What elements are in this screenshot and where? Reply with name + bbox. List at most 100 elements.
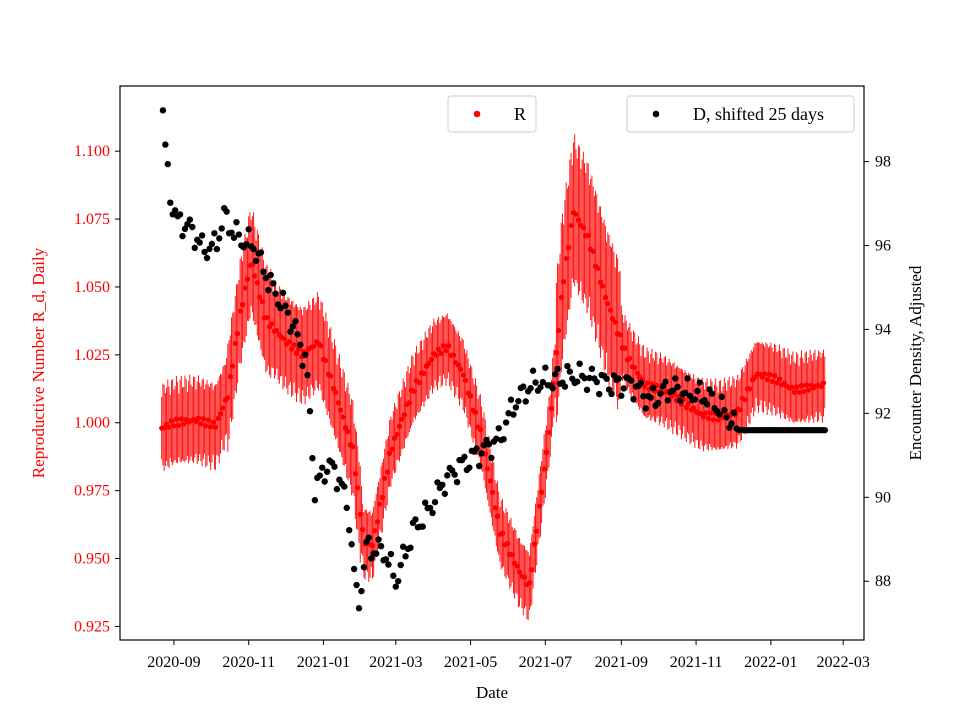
- d-point: [532, 379, 539, 386]
- legend-r-box: [447, 95, 537, 133]
- d-point: [426, 504, 434, 512]
- r-point: [585, 232, 591, 238]
- r-point: [205, 417, 211, 423]
- d-point: [647, 394, 654, 401]
- d-point: [488, 454, 495, 462]
- d-point: [230, 234, 238, 241]
- d-point: [292, 318, 299, 325]
- d-point: [186, 216, 194, 223]
- d-point: [301, 351, 309, 359]
- r-point: [472, 409, 479, 415]
- r-point: [181, 421, 187, 427]
- d-point: [203, 254, 211, 262]
- d-point: [331, 463, 338, 470]
- d-point: [346, 526, 353, 534]
- d-point: [554, 365, 561, 373]
- r-point: [215, 415, 221, 422]
- r-point: [541, 466, 547, 472]
- d-point: [395, 577, 402, 585]
- d-point: [649, 384, 657, 392]
- r-point: [374, 519, 380, 525]
- r-point: [244, 276, 251, 282]
- d-point: [279, 289, 287, 297]
- d-point: [485, 441, 493, 448]
- d-point: [566, 368, 574, 375]
- d-point: [294, 331, 301, 338]
- d-point: [630, 396, 637, 403]
- d-point: [385, 561, 392, 568]
- d-point: [520, 383, 527, 390]
- d-point: [549, 385, 556, 392]
- r-point: [490, 489, 496, 495]
- r-point: [382, 475, 388, 481]
- r-point: [705, 415, 711, 422]
- d-point: [662, 378, 669, 385]
- r-point: [641, 384, 648, 390]
- r-point: [225, 395, 231, 401]
- d-point: [586, 374, 593, 382]
- r-point: [742, 397, 748, 403]
- r-point: [487, 478, 493, 484]
- d-point: [260, 268, 267, 276]
- r-point: [210, 419, 216, 425]
- d-point: [684, 375, 691, 382]
- d-point: [319, 464, 326, 471]
- d-point: [164, 160, 172, 168]
- d-point: [507, 396, 515, 403]
- r-point: [747, 386, 753, 392]
- r-point: [406, 400, 412, 406]
- r-point: [806, 387, 812, 393]
- d-point: [176, 211, 184, 218]
- d-point: [179, 232, 186, 240]
- legend-r: R: [447, 95, 537, 133]
- d-point: [392, 583, 399, 590]
- d-point: [672, 375, 679, 382]
- d-point: [620, 385, 627, 392]
- r-point: [691, 405, 697, 411]
- d-point: [596, 390, 603, 398]
- d-point: [265, 286, 272, 294]
- d-point: [527, 385, 534, 392]
- d-point: [348, 541, 355, 548]
- r-point: [198, 421, 204, 427]
- r-point: [416, 380, 422, 386]
- x-tick-label: 2022-03: [816, 654, 869, 671]
- d-point: [191, 244, 198, 252]
- d-point: [375, 536, 382, 543]
- r-point: [715, 417, 721, 423]
- r-point: [686, 400, 692, 406]
- d-point: [218, 225, 225, 232]
- d-point: [581, 375, 588, 382]
- r-point: [335, 400, 341, 406]
- d-point: [159, 107, 167, 114]
- d-point: [708, 390, 716, 397]
- d-point: [206, 245, 213, 253]
- r-point: [239, 301, 246, 308]
- d-point: [434, 479, 441, 486]
- d-point: [387, 550, 395, 558]
- d-point: [615, 375, 623, 382]
- d-point: [316, 472, 323, 479]
- d-point: [694, 387, 701, 395]
- d-point: [368, 555, 375, 562]
- d-point: [355, 605, 363, 612]
- r-point: [323, 357, 329, 364]
- r-point: [818, 384, 824, 390]
- d-point: [608, 390, 615, 398]
- r-point: [433, 352, 439, 358]
- r-point: [534, 528, 540, 534]
- r-point: [440, 343, 447, 349]
- left-tick-label: 1.075: [74, 211, 110, 228]
- d-point: [233, 218, 240, 226]
- r-point: [352, 471, 358, 477]
- d-point: [235, 231, 243, 238]
- r-point: [450, 352, 456, 358]
- d-point: [730, 409, 738, 416]
- d-point: [637, 379, 645, 387]
- r-point: [330, 386, 336, 392]
- r-point: [801, 389, 807, 395]
- r-point: [391, 435, 398, 441]
- r-point: [762, 371, 768, 377]
- d-point: [228, 229, 235, 236]
- d-point: [333, 485, 341, 493]
